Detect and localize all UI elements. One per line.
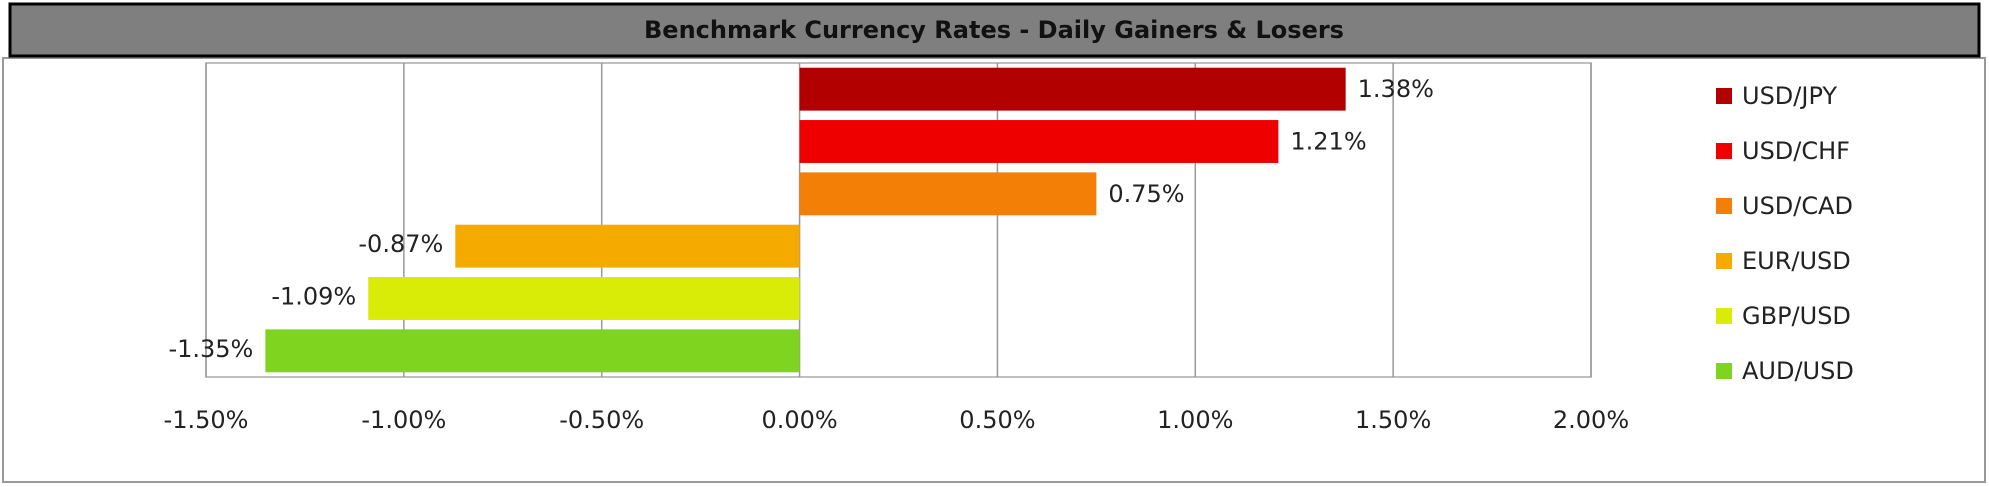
- bar: [265, 329, 800, 373]
- legend-label: USD/JPY: [1742, 82, 1837, 110]
- x-tick-label: 0.00%: [761, 406, 837, 434]
- bar: [799, 120, 1279, 163]
- x-tick-label: -1.00%: [361, 406, 446, 434]
- chart-title: Benchmark Currency Rates - Daily Gainers…: [644, 16, 1344, 44]
- legend-label: USD/CHF: [1742, 137, 1850, 165]
- legend-label: EUR/USD: [1742, 247, 1851, 275]
- title-bar: [8, 2, 1981, 58]
- data-label: 1.38%: [1358, 75, 1434, 103]
- x-tick-label: -0.50%: [559, 406, 644, 434]
- bar: [455, 224, 800, 268]
- legend-swatch: [1716, 143, 1732, 159]
- data-label: -1.35%: [168, 335, 253, 363]
- legend-swatch: [1716, 308, 1732, 324]
- bar: [368, 277, 800, 320]
- x-tick-label: 2.00%: [1553, 406, 1629, 434]
- legend-label: USD/CAD: [1742, 192, 1853, 220]
- legend-swatch: [1716, 253, 1732, 269]
- legend-label: GBP/USD: [1742, 302, 1851, 330]
- legend-swatch: [1716, 88, 1732, 104]
- data-label: 1.21%: [1290, 128, 1366, 156]
- x-tick-label: 1.50%: [1355, 406, 1431, 434]
- x-tick-label: -1.50%: [164, 406, 249, 434]
- bar: [799, 67, 1346, 111]
- legend-swatch: [1716, 363, 1732, 379]
- data-label: 0.75%: [1108, 180, 1184, 208]
- x-tick-label: 1.00%: [1157, 406, 1233, 434]
- x-tick-label: 0.50%: [959, 406, 1035, 434]
- data-label: -1.09%: [271, 283, 356, 311]
- data-label: -0.87%: [358, 230, 443, 258]
- legend-label: AUD/USD: [1742, 357, 1854, 385]
- legend-swatch: [1716, 198, 1732, 214]
- bar: [799, 172, 1097, 216]
